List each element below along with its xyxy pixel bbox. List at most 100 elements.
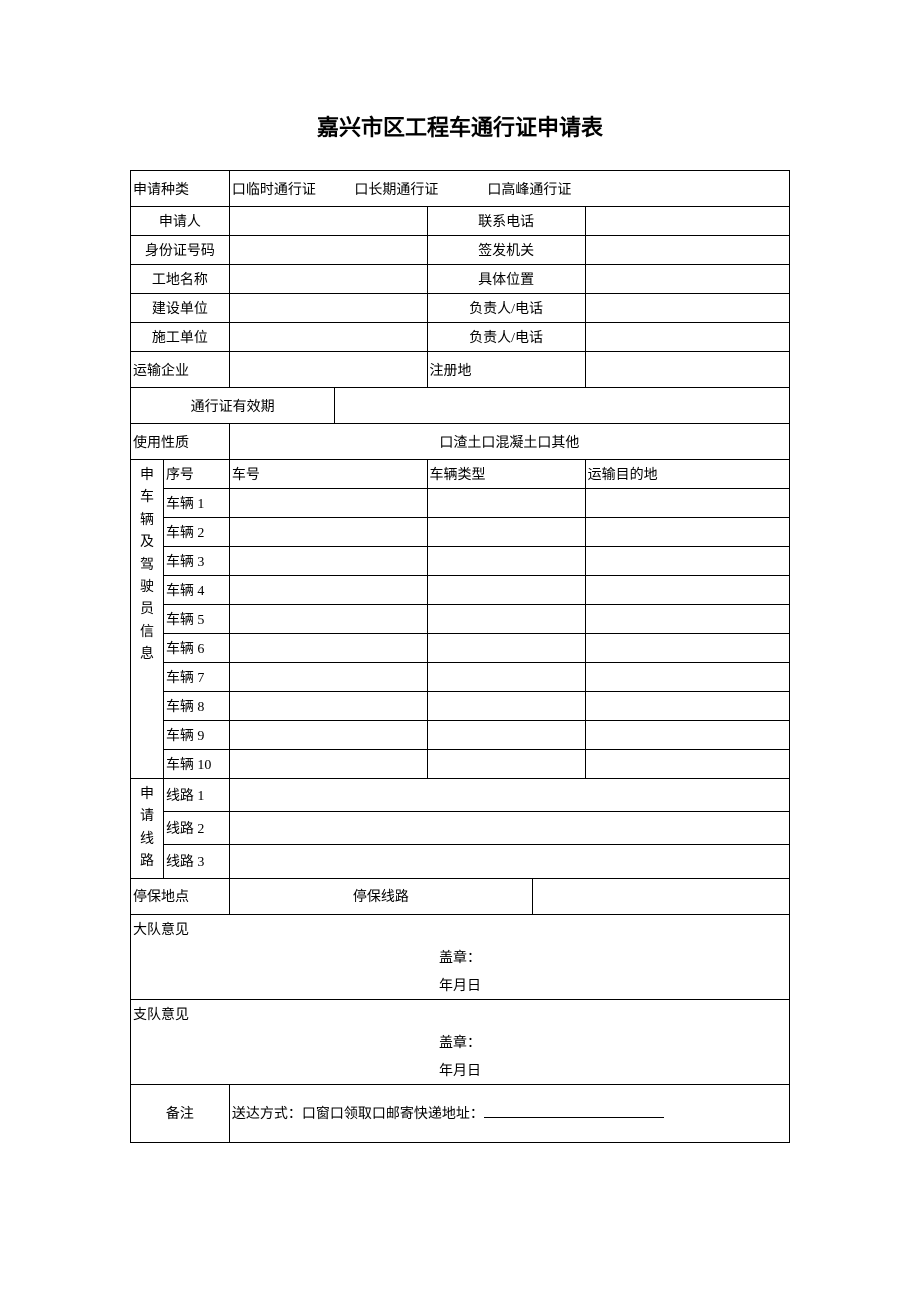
plate-cell[interactable] (229, 518, 427, 547)
type-cell[interactable] (427, 750, 585, 779)
row-route1: 申 请 线 路 线路 1 (131, 779, 790, 812)
type-cell[interactable] (427, 634, 585, 663)
input-constructunit[interactable] (229, 323, 427, 352)
row-buildunit: 建设单位 负责人/电话 (131, 294, 790, 323)
label-remark: 备注 (131, 1084, 230, 1142)
plate-cell[interactable] (229, 489, 427, 518)
type-cell[interactable] (427, 489, 585, 518)
type-cell[interactable] (427, 576, 585, 605)
type-cell[interactable] (427, 663, 585, 692)
row-sitename: 工地名称 具体位置 (131, 265, 790, 294)
row-vehicle-header: 申 车 辆 及 驾 驶 员 信 息 序号 车号 车辆类型 运输目的地 (131, 460, 790, 489)
label-constructperson: 负责人/电话 (427, 323, 585, 352)
table-row: 车辆 5 (131, 605, 790, 634)
label-reg: 注册地 (427, 352, 585, 388)
route-input[interactable] (229, 812, 789, 845)
row-apply-type: 申请种类 口临时通行证 口长期通行证 口高峰通行证 (131, 171, 790, 207)
label-buildunit: 建设单位 (131, 294, 230, 323)
label-issuer: 签发机关 (427, 236, 585, 265)
route-input[interactable] (229, 779, 789, 812)
row-opinion1-seal: 盖章： (131, 943, 790, 971)
row-applicant: 申请人 联系电话 (131, 207, 790, 236)
input-applicant[interactable] (229, 207, 427, 236)
row-opinion1-date: 年月日 (131, 971, 790, 1000)
label-permitvalid: 通行证有效期 (131, 388, 335, 424)
opinion1-date: 年月日 (131, 971, 790, 1000)
type-cell[interactable] (427, 605, 585, 634)
label-buildperson: 负责人/电话 (427, 294, 585, 323)
type-cell[interactable] (427, 547, 585, 576)
table-row: 车辆 4 (131, 576, 790, 605)
delivery-address-line[interactable] (484, 1104, 664, 1118)
input-location[interactable] (585, 265, 789, 294)
label-sitename: 工地名称 (131, 265, 230, 294)
apply-type-options: 口临时通行证 口长期通行证 口高峰通行证 (229, 171, 789, 207)
plate-cell[interactable] (229, 750, 427, 779)
table-row: 车辆 9 (131, 721, 790, 750)
input-buildunit[interactable] (229, 294, 427, 323)
type-cell[interactable] (427, 518, 585, 547)
opinion1-seal: 盖章： (131, 943, 790, 971)
vehicle-group-label: 申 车 辆 及 驾 驶 员 信 息 (131, 460, 164, 779)
plate-cell[interactable] (229, 605, 427, 634)
opinion2-date: 年月日 (131, 1056, 790, 1085)
label-constructunit: 施工单位 (131, 323, 230, 352)
input-idnum[interactable] (229, 236, 427, 265)
input-transport[interactable] (229, 352, 427, 388)
route-seq: 线路 1 (163, 779, 229, 812)
plate-cell[interactable] (229, 721, 427, 750)
label-opinion1: 大队意见 (131, 914, 790, 943)
row-constructunit: 施工单位 负责人/电话 (131, 323, 790, 352)
th-plate: 车号 (229, 460, 427, 489)
dest-cell[interactable] (585, 547, 789, 576)
plate-cell[interactable] (229, 692, 427, 721)
label-transport: 运输企业 (131, 352, 230, 388)
plate-cell[interactable] (229, 663, 427, 692)
input-issuer[interactable] (585, 236, 789, 265)
row-remark: 备注 送达方式：口窗口领取口邮寄快递地址： (131, 1084, 790, 1142)
label-contact: 联系电话 (427, 207, 585, 236)
label-usetype: 使用性质 (131, 424, 230, 460)
table-row: 车辆 6 (131, 634, 790, 663)
plate-cell[interactable] (229, 634, 427, 663)
type-cell[interactable] (427, 692, 585, 721)
route-seq: 线路 2 (163, 812, 229, 845)
route-input[interactable] (229, 845, 789, 878)
dest-cell[interactable] (585, 605, 789, 634)
row-transport: 运输企业 注册地 (131, 352, 790, 388)
seq-cell: 车辆 6 (163, 634, 229, 663)
table-row: 车辆 3 (131, 547, 790, 576)
row-route2: 线路 2 (131, 812, 790, 845)
input-sitename[interactable] (229, 265, 427, 294)
input-parkroute[interactable] (532, 878, 789, 914)
row-opinion2-date: 年月日 (131, 1056, 790, 1085)
dest-cell[interactable] (585, 489, 789, 518)
dest-cell[interactable] (585, 721, 789, 750)
dest-cell[interactable] (585, 576, 789, 605)
dest-cell[interactable] (585, 692, 789, 721)
table-row: 车辆 8 (131, 692, 790, 721)
input-buildperson[interactable] (585, 294, 789, 323)
plate-cell[interactable] (229, 576, 427, 605)
seq-cell: 车辆 1 (163, 489, 229, 518)
seq-cell: 车辆 2 (163, 518, 229, 547)
input-contact[interactable] (585, 207, 789, 236)
dest-cell[interactable] (585, 518, 789, 547)
label-idnum: 身份证号码 (131, 236, 230, 265)
seq-cell: 车辆 4 (163, 576, 229, 605)
opt-long: 口长期通行证 (354, 183, 438, 198)
input-permitvalid[interactable] (335, 388, 790, 424)
dest-cell[interactable] (585, 634, 789, 663)
type-cell[interactable] (427, 721, 585, 750)
dest-cell[interactable] (585, 750, 789, 779)
plate-cell[interactable] (229, 547, 427, 576)
opt-temp: 口临时通行证 (232, 183, 316, 198)
th-dest: 运输目的地 (585, 460, 789, 489)
label-apply-type: 申请种类 (131, 171, 230, 207)
opt-peak: 口高峰通行证 (487, 183, 571, 198)
label-opinion2: 支队意见 (131, 999, 790, 1028)
input-reg[interactable] (585, 352, 789, 388)
row-opinion2-label: 支队意见 (131, 999, 790, 1028)
input-constructperson[interactable] (585, 323, 789, 352)
dest-cell[interactable] (585, 663, 789, 692)
